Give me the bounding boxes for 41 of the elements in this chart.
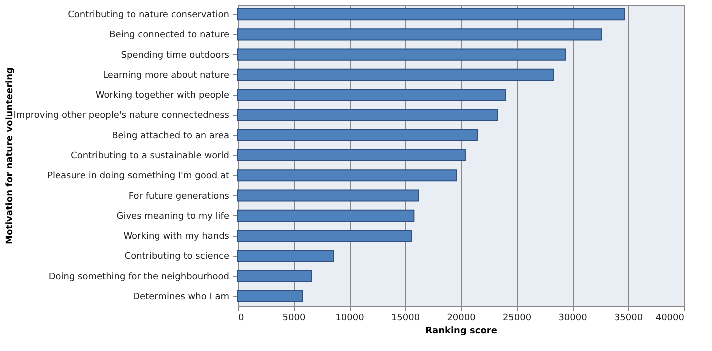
bar — [238, 48, 566, 61]
bar — [238, 270, 312, 282]
y-tick-label: Being attached to an area — [112, 131, 230, 142]
bar — [238, 250, 334, 262]
bar — [238, 129, 478, 142]
y-tick-label: Contributing to a sustainable world — [71, 152, 230, 162]
bar — [238, 28, 602, 41]
bar — [238, 170, 458, 182]
y-tick-label: Gives meaning to my life — [116, 212, 230, 222]
y-tick-label: Spending time outdoors — [121, 50, 230, 61]
bar — [238, 8, 626, 21]
y-tick-label: Contributing to nature conservation — [68, 10, 230, 21]
bar — [238, 290, 304, 302]
x-tick-label: 10000 — [336, 314, 365, 324]
x-tick-label: 35000 — [614, 314, 644, 324]
bar — [238, 109, 498, 122]
y-tick-label: Doing something for the neighbourhood — [48, 272, 230, 282]
x-tick-label: 5000 — [282, 314, 306, 324]
bar — [238, 190, 420, 202]
y-tick-label: Pleasure in doing something I'm good at — [48, 172, 230, 182]
x-tick-label: 30000 — [558, 314, 588, 324]
y-tick-label: Contributing to science — [124, 252, 230, 262]
bar — [238, 230, 412, 242]
y-tick-label: Improving other people's nature connectedness — [14, 111, 230, 122]
y-tick-label: Being connected to nature — [110, 30, 230, 41]
x-tick-label: 25000 — [502, 314, 532, 324]
y-tick-label: Working together with people — [96, 91, 230, 102]
bar — [238, 210, 415, 222]
x-axis-title: Ranking score — [426, 326, 498, 336]
x-tick-label: 0 — [238, 314, 244, 324]
x-tick-label: 20000 — [447, 314, 476, 324]
y-tick-label: Working with my hands — [124, 232, 230, 242]
bar — [238, 68, 554, 81]
x-tick-label: 15000 — [391, 314, 420, 324]
y-tick-label: Determines who I am — [133, 292, 230, 302]
y-axis-title: Motivation for nature volunteering — [6, 68, 16, 244]
y-tick-label: For future generations — [128, 192, 230, 202]
y-tick-label: Learning more about nature — [103, 70, 230, 81]
bar — [238, 149, 466, 162]
bar — [238, 89, 506, 102]
x-tick-label: 40000 — [656, 314, 685, 324]
